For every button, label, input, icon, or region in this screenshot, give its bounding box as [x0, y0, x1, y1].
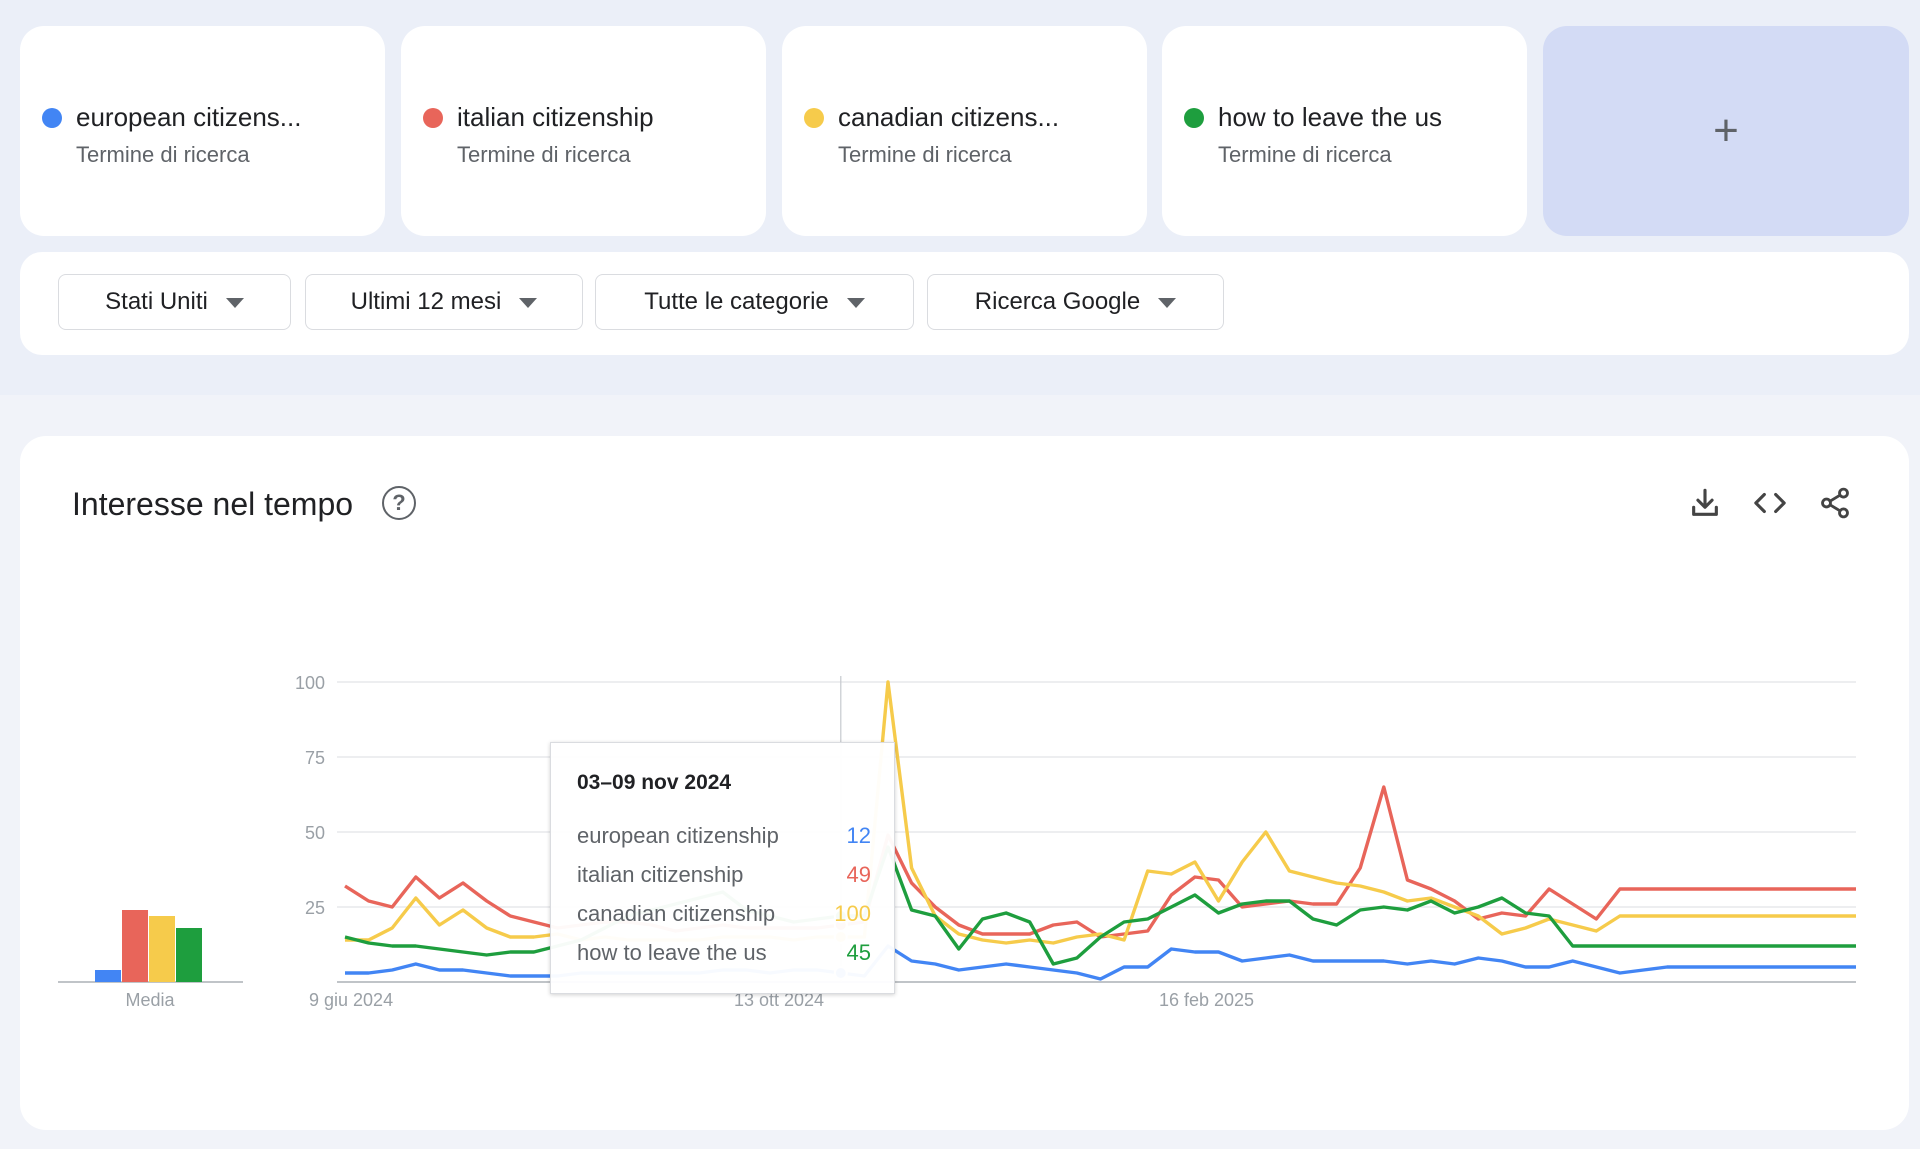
y-tick-label: 50: [305, 823, 325, 843]
term-name: european citizens...: [76, 102, 302, 132]
search-type-filter-label: Ricerca Google: [974, 288, 1141, 315]
term-type: Termine di ricerca: [838, 142, 1012, 167]
share-icon[interactable]: [1818, 486, 1852, 520]
dropdown-caret-icon: [846, 298, 865, 308]
term-type: Termine di ricerca: [76, 142, 250, 167]
add-term-button[interactable]: +: [1543, 26, 1909, 236]
term-card-1[interactable]: european citizens... Termine di ricerca: [20, 26, 385, 236]
dropdown-caret-icon: [225, 298, 244, 308]
plus-icon: +: [1713, 106, 1739, 155]
y-tick-label: 25: [305, 898, 325, 918]
embed-code-icon[interactable]: [1753, 486, 1787, 520]
term-name: how to leave the us: [1218, 102, 1443, 132]
term-type: Termine di ricerca: [1218, 142, 1392, 167]
average-bar: [176, 928, 202, 982]
tooltip-row: how to leave the us 45: [577, 940, 871, 966]
term-color-dot: [423, 108, 443, 128]
tooltip-label: italian citizenship: [577, 862, 744, 887]
tooltip-date: 03–09 nov 2024: [577, 771, 732, 794]
term-color-dot: [804, 108, 824, 128]
interest-over-time-panel: Interesse nel tempo ? 100 75 50 25 9 giu 202…: [20, 436, 1909, 1130]
category-filter-label: Tutte le categorie: [644, 288, 829, 315]
region-filter-label: Stati Uniti: [105, 288, 208, 315]
tooltip-row: canadian citizenship 100: [577, 901, 871, 927]
tooltip-value: 100: [834, 901, 871, 926]
term-card-4[interactable]: how to leave the us Termine di ricerca: [1162, 26, 1527, 236]
average-bar: [95, 970, 121, 982]
region-filter[interactable]: Stati Uniti: [58, 274, 291, 330]
dropdown-caret-icon: [1158, 298, 1177, 308]
term-card-3[interactable]: canadian citizens... Termine di ricerca: [782, 26, 1147, 236]
average-bar: [149, 916, 175, 982]
chart-tooltip: 03–09 nov 2024 european citizenship 12 i…: [550, 742, 895, 994]
period-filter-label: Ultimi 12 mesi: [350, 288, 502, 315]
tooltip-value: 45: [846, 940, 871, 965]
search-type-filter[interactable]: Ricerca Google: [927, 274, 1224, 330]
y-tick-label: 100: [295, 673, 325, 693]
term-name: italian citizenship: [457, 102, 654, 132]
x-tick-label: 9 giu 2024: [309, 990, 393, 1010]
tooltip-label: canadian citizenship: [577, 901, 776, 926]
filter-bar: Stati Uniti Ultimi 12 mesi Tutte le cate…: [20, 252, 1909, 355]
tooltip-label: european citizenship: [577, 823, 779, 848]
tooltip-row: italian citizenship 49: [577, 862, 871, 888]
y-tick-label: 75: [305, 748, 325, 768]
term-color-dot: [42, 108, 62, 128]
trend-chart: 100 75 50 25 9 giu 2024 13 ott 2024 16 feb 202…: [58, 673, 1856, 1010]
download-icon[interactable]: [1688, 486, 1722, 520]
category-filter[interactable]: Tutte le categorie: [595, 274, 914, 330]
term-card-2[interactable]: italian citizenship Termine di ricerca: [401, 26, 766, 236]
x-tick-label: 13 ott 2024: [734, 990, 824, 1010]
average-bar: [122, 910, 148, 982]
period-filter[interactable]: Ultimi 12 mesi: [305, 274, 583, 330]
tooltip-row: european citizenship 12: [577, 823, 871, 849]
term-name: canadian citizens...: [838, 102, 1060, 132]
average-label: Media: [125, 990, 175, 1010]
tooltip-value: 49: [846, 862, 871, 887]
x-tick-label: 16 feb 2025: [1159, 990, 1254, 1010]
tooltip-value: 12: [846, 823, 871, 848]
term-type: Termine di ricerca: [457, 142, 631, 167]
panel-title: Interesse nel tempo: [72, 486, 354, 522]
term-color-dot: [1184, 108, 1204, 128]
help-icon[interactable]: ?: [382, 486, 416, 520]
tooltip-label: how to leave the us: [577, 940, 767, 965]
dropdown-caret-icon: [519, 298, 538, 308]
